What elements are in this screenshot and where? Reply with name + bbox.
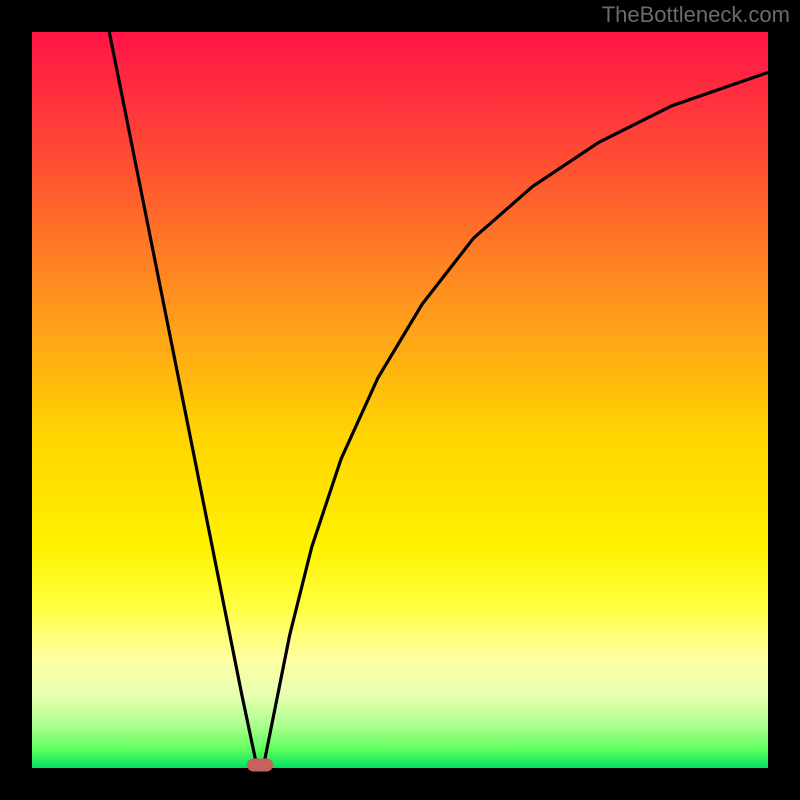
plot-area	[32, 32, 768, 768]
minimum-marker	[247, 759, 273, 772]
left-branch-line	[109, 32, 256, 764]
chart-container: TheBottleneck.com	[0, 0, 800, 800]
curve-layer	[32, 32, 768, 768]
watermark-text: TheBottleneck.com	[602, 2, 790, 28]
right-branch-line	[264, 72, 768, 764]
